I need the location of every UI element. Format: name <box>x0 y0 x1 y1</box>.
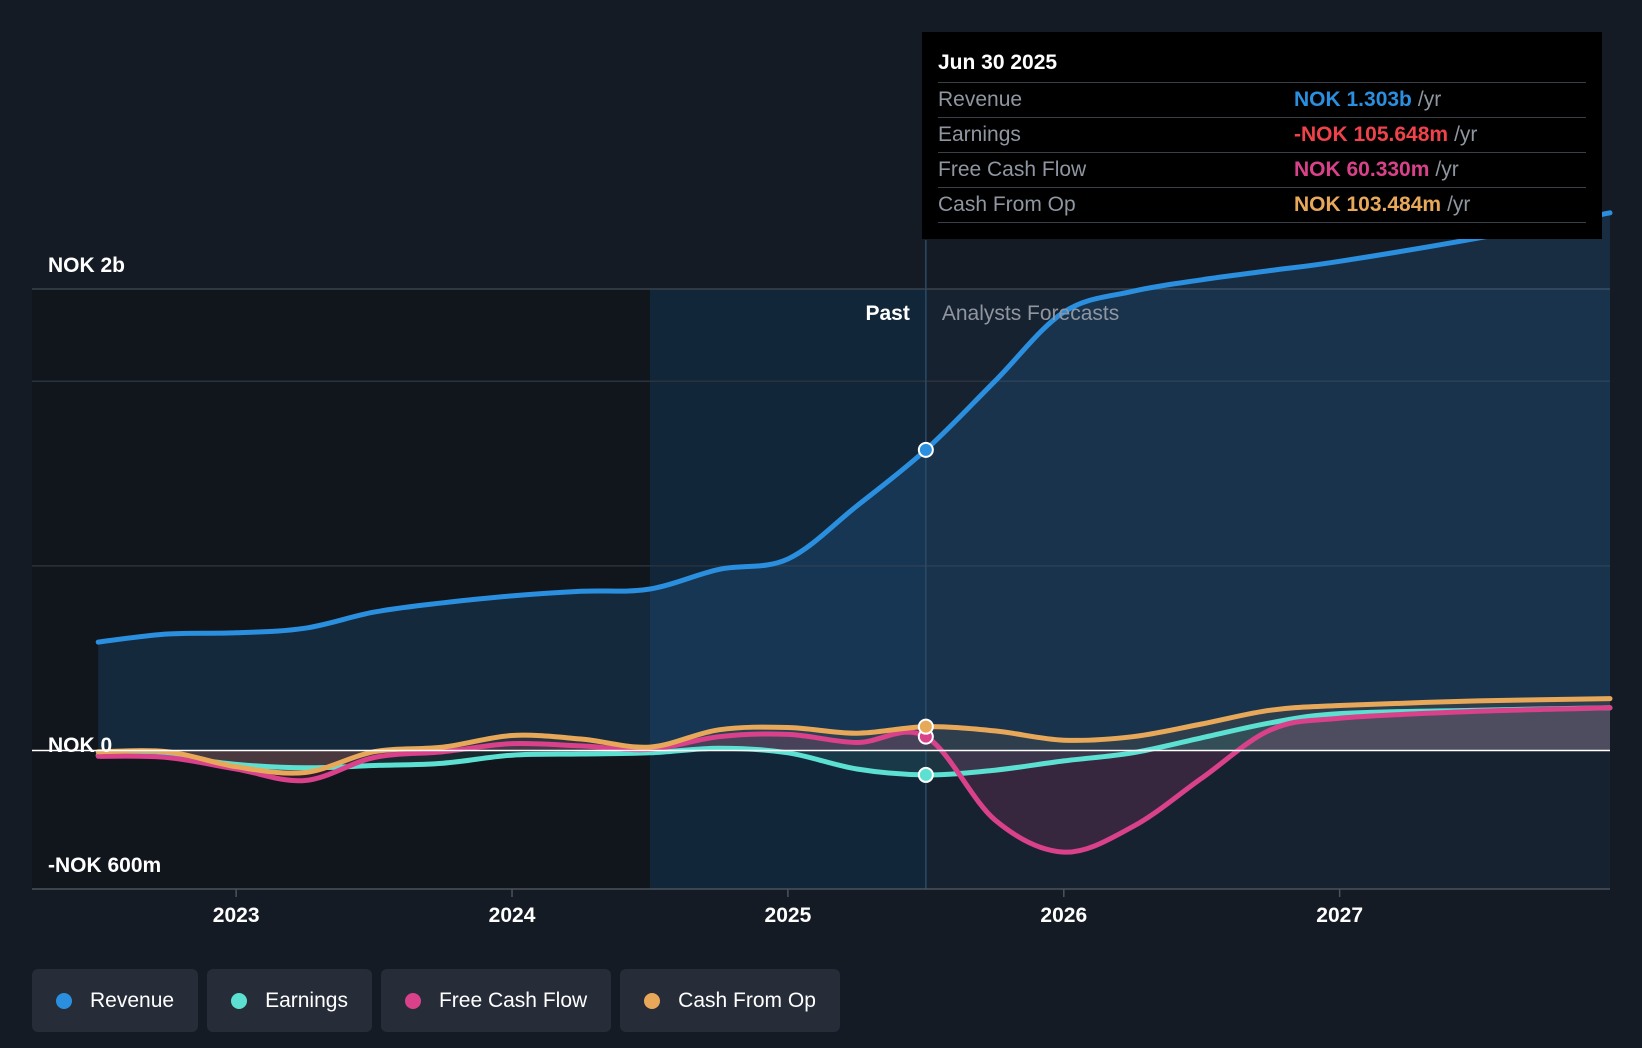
legend-label: Revenue <box>90 988 175 1012</box>
legend-label: Free Cash Flow <box>438 988 588 1012</box>
legend-label: Cash From Op <box>678 988 816 1012</box>
legend: Revenue Earnings Free Cash Flow Cash From O… <box>32 969 849 1032</box>
cash-from-op-line <box>95 696 1613 776</box>
tooltip-row-value: NOK 103.484m <box>1294 193 1442 216</box>
x-tick-label: 2025 <box>765 904 812 927</box>
tooltip-row: Revenue NOK 1.303b/yr <box>938 82 1586 117</box>
tooltip-row-unit: /yr <box>1417 88 1442 111</box>
free-cash-flow-line <box>95 705 1613 855</box>
x-tick-label: 2023 <box>213 904 260 927</box>
legend-item-revenue[interactable]: Revenue <box>32 969 199 1032</box>
legend-dot-icon <box>404 992 421 1009</box>
x-tick-label: 2024 <box>489 904 536 927</box>
tooltip-row-value: NOK 60.330m <box>1294 158 1430 181</box>
tooltip-row-label: Free Cash Flow <box>938 158 1087 181</box>
x-axis-ticks: 2023 2024 2025 2026 2027 <box>213 889 1363 927</box>
legend-dot-icon <box>56 992 72 1009</box>
past-label: Past <box>865 302 909 325</box>
gridlines <box>32 288 1610 567</box>
y-label-bottom: -NOK 600m <box>48 854 161 877</box>
legend-label: Earnings <box>265 988 348 1012</box>
legend-item-free-cash-flow[interactable]: Free Cash Flow <box>380 969 612 1032</box>
tooltip-row-unit: /yr <box>1435 158 1459 181</box>
tooltip-row-value: -NOK 105.648m <box>1294 123 1449 146</box>
earnings-marker <box>917 766 934 783</box>
forecast-label: Analysts Forecasts <box>942 302 1119 325</box>
revenue-marker <box>917 441 934 458</box>
past-highlight-band <box>649 289 926 889</box>
series-lines <box>95 210 1613 855</box>
tooltip: Jun 30 2025 Revenue NOK 1.303b/yr Earnings… <box>922 32 1602 239</box>
tooltip-row-label: Cash From Op <box>938 193 1076 216</box>
cash-from-op-area <box>98 698 1611 774</box>
past-background <box>32 289 650 889</box>
legend-dot-icon <box>644 992 661 1009</box>
y-label-zero: NOK 0 <box>48 734 112 757</box>
legend-dot-icon <box>231 992 248 1009</box>
tooltip-date: Jun 30 2025 <box>938 51 1058 74</box>
y-label-top: NOK 2b <box>48 254 125 277</box>
revenue-line <box>95 210 1613 645</box>
tooltip-row-value: NOK 1.303b <box>1294 88 1412 111</box>
legend-item-cash-from-op[interactable]: Cash From Op <box>620 969 840 1032</box>
x-tick-label: 2027 <box>1316 904 1363 927</box>
tooltip-row: Earnings -NOK 105.648m/yr <box>938 117 1586 152</box>
revenue-area <box>98 212 1611 751</box>
tooltip-row: Cash From Op NOK 103.484m/yr <box>938 187 1586 223</box>
tooltip-row-label: Earnings <box>938 123 1021 146</box>
hover-markers <box>917 441 934 783</box>
tooltip-row-unit: /yr <box>1447 193 1471 216</box>
tooltip-row-unit: /yr <box>1454 123 1478 146</box>
tooltip-row-label: Revenue <box>938 88 1023 111</box>
cash-from-op-marker <box>917 718 934 735</box>
free-cash-flow-area <box>98 707 1611 853</box>
tooltip-row: Free Cash Flow NOK 60.330m/yr <box>938 152 1586 187</box>
legend-item-earnings[interactable]: Earnings <box>207 969 372 1032</box>
x-tick-label: 2026 <box>1040 904 1087 927</box>
tooltip-rows: Revenue NOK 1.303b/yr Earnings -NOK 105.648… <box>938 82 1586 223</box>
forecast-background <box>925 289 1610 889</box>
